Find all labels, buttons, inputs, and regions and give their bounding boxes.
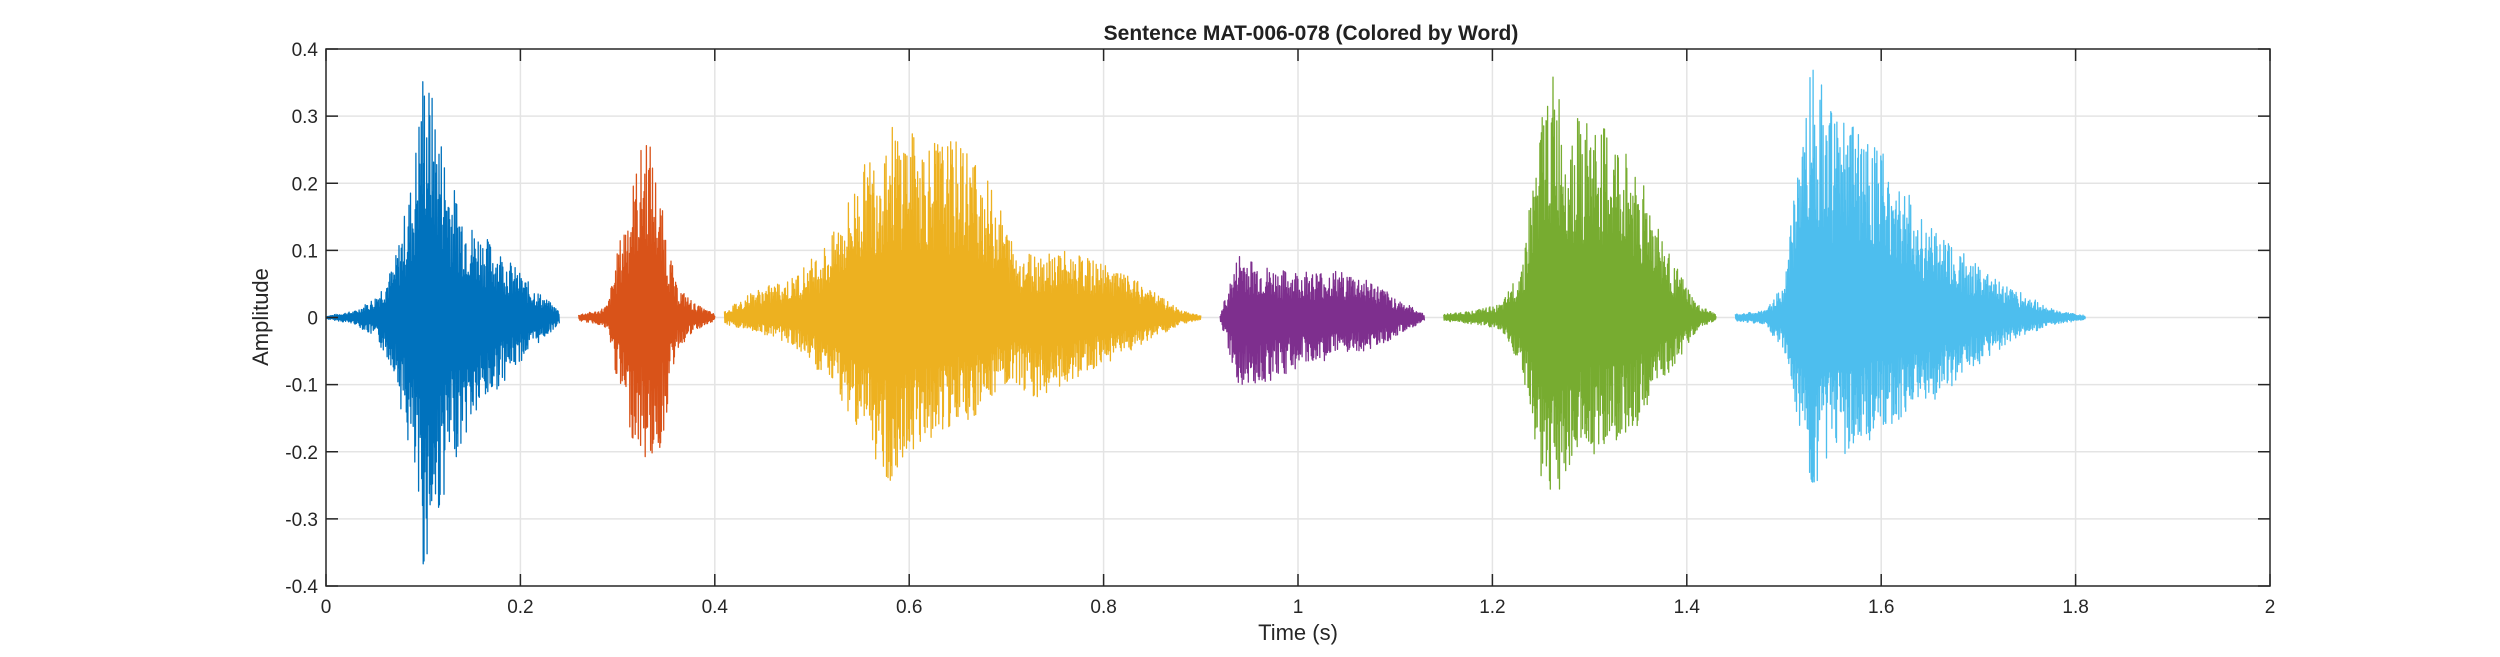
y-axis-label: Amplitude [248, 268, 273, 366]
x-tick-label: 2 [2265, 597, 2276, 618]
x-tick-label: 0.6 [896, 597, 922, 618]
x-tick-label: 0.2 [507, 597, 533, 618]
y-tick-label: -0.1 [285, 376, 318, 397]
waveform-series-2 [578, 145, 716, 458]
x-tick-label: 1.6 [1868, 597, 1894, 618]
x-tick-label: 0.8 [1090, 597, 1116, 618]
y-tick-label: 0.3 [292, 107, 318, 128]
y-tick-label: 0.2 [292, 174, 318, 195]
waveform-series-3 [723, 126, 1202, 481]
x-tick-label: 1.4 [1674, 597, 1701, 618]
series-layer [325, 69, 2086, 565]
y-tick-label: -0.3 [285, 510, 318, 531]
x-axis-label: Time (s) [1258, 620, 1338, 645]
x-tick-label: 1.2 [1479, 597, 1505, 618]
x-tick-label: 1.8 [2062, 597, 2088, 618]
y-tick-label: -0.4 [285, 577, 318, 598]
chart-title: Sentence MAT-006-078 (Colored by Word) [1104, 22, 1519, 45]
x-tick-label: 0 [321, 597, 332, 618]
waveform-series-6 [1734, 69, 2086, 483]
x-tick-label: 0.4 [702, 597, 729, 618]
y-tick-label: 0.1 [292, 241, 318, 262]
y-tick-label: -0.2 [285, 443, 318, 464]
ticks: 0 0.2 0.4 0.6 0.8 1 1.2 1.4 1.6 1.8 2 -0.4 -0.3 -0.2 -… [285, 40, 2275, 618]
waveform-series-5 [1443, 76, 1717, 490]
waveform-series-1 [325, 81, 560, 565]
waveform-series-4 [1219, 255, 1426, 385]
y-tick-label: 0.4 [292, 40, 319, 61]
y-tick-label: 0 [307, 309, 318, 330]
x-tick-label: 1 [1293, 597, 1304, 618]
